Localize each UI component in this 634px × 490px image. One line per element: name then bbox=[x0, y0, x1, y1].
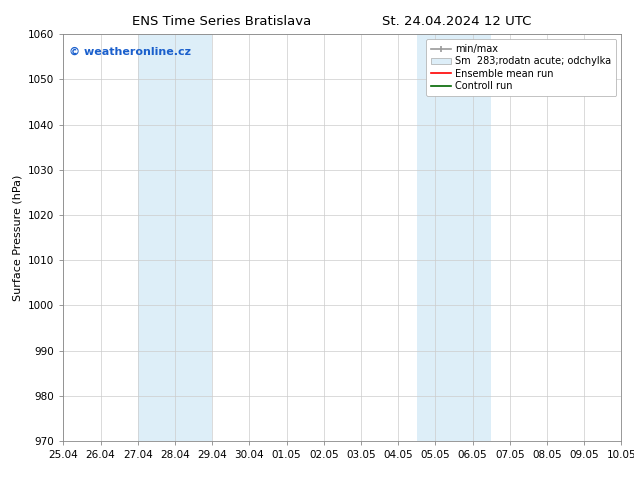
Legend: min/max, Sm  283;rodatn acute; odchylka, Ensemble mean run, Controll run: min/max, Sm 283;rodatn acute; odchylka, … bbox=[426, 39, 616, 96]
Text: ENS Time Series Bratislava: ENS Time Series Bratislava bbox=[133, 15, 311, 28]
Text: St. 24.04.2024 12 UTC: St. 24.04.2024 12 UTC bbox=[382, 15, 531, 28]
Bar bbox=[417, 34, 491, 441]
Bar bbox=[138, 34, 212, 441]
Text: © weatheronline.cz: © weatheronline.cz bbox=[69, 47, 191, 56]
Y-axis label: Surface Pressure (hPa): Surface Pressure (hPa) bbox=[13, 174, 23, 301]
